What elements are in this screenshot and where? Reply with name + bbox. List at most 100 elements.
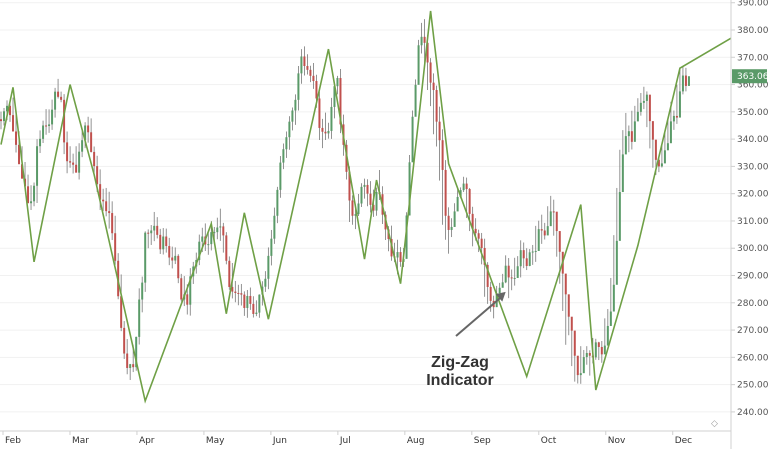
candle-body-146 <box>438 121 441 141</box>
last-price-tag-background <box>732 69 767 84</box>
candle-body-186 <box>558 231 561 252</box>
candle-body-162 <box>486 264 489 287</box>
candle-body-69 <box>207 244 210 246</box>
candle-body-194 <box>582 357 585 374</box>
y-tick-label-250: 250.00 <box>737 381 768 391</box>
x-axis: Feb Mar Apr May Jun Jul Aug Sep Oct Nov Dec <box>0 430 731 446</box>
candle-body-188 <box>564 273 567 295</box>
y-tick-label-330: 330.00 <box>737 162 768 172</box>
candle-body-191 <box>573 330 576 356</box>
candle-body-151 <box>453 211 456 227</box>
candle-body-169 <box>507 265 510 278</box>
candle-body-132 <box>396 252 399 258</box>
candle-body-60 <box>180 278 183 300</box>
candle-body-167 <box>501 282 504 288</box>
candle-body-144 <box>432 82 435 91</box>
candle-body-141 <box>423 36 426 43</box>
y-tick-label-390: 390.00 <box>737 0 768 9</box>
candle-body-149 <box>447 215 450 230</box>
candle-body-148 <box>444 169 447 216</box>
candle-body-145 <box>435 90 438 122</box>
candle-body-177 <box>531 251 534 253</box>
candle-body-108 <box>324 131 327 134</box>
candle-body-50 <box>150 230 153 234</box>
candle-body-143 <box>429 62 432 83</box>
candle-body-74 <box>222 226 225 236</box>
candle-body-133 <box>399 252 402 262</box>
candle-body-198 <box>594 342 597 358</box>
candle-body-192 <box>576 355 579 376</box>
candle-body-138 <box>414 84 417 117</box>
candle-body-84 <box>252 303 255 314</box>
candle-body-103 <box>309 69 312 76</box>
y-tick-label-370: 370.00 <box>737 53 768 63</box>
candle-body-34 <box>102 199 105 202</box>
x-tick-label-sep: Sep <box>474 436 491 446</box>
candle-body-217 <box>651 121 654 140</box>
candle-body-15 <box>45 125 48 127</box>
candle-body-63 <box>189 276 192 305</box>
candle-body-207 <box>621 154 624 193</box>
candle-body-195 <box>585 352 588 358</box>
candle-body-120 <box>360 186 363 204</box>
candle-body-1 <box>3 111 6 122</box>
x-tick-label-oct: Oct <box>541 436 557 446</box>
candle-body-2 <box>6 105 9 112</box>
candle-body-46 <box>138 299 141 337</box>
candle-body-142 <box>426 42 429 63</box>
candle-body-89 <box>267 255 270 279</box>
candle-body-122 <box>366 184 369 194</box>
candle-body-5 <box>15 131 18 145</box>
candle-body-14 <box>42 125 45 139</box>
candle-body-91 <box>273 215 276 239</box>
candle-body-208 <box>624 136 627 155</box>
candle-body-180 <box>540 229 543 231</box>
candle-body-38 <box>114 233 117 261</box>
candle-body-52 <box>156 225 159 235</box>
candle-body-123 <box>369 193 372 205</box>
y-tick-label-320: 320.00 <box>737 190 768 200</box>
candle-body-204 <box>612 284 615 312</box>
x-tick-label-apr: Apr <box>139 436 155 446</box>
candle-body-112 <box>336 78 339 87</box>
candle-body-27 <box>81 140 84 152</box>
candle-body-221 <box>663 150 666 164</box>
candle-body-218 <box>654 139 657 160</box>
candle-body-100 <box>300 56 303 74</box>
candle-body-13 <box>39 138 42 147</box>
candle-body-202 <box>606 325 609 346</box>
candle-body-33 <box>99 184 102 200</box>
candle-body-178 <box>534 250 537 252</box>
x-tick-label-nov: Nov <box>608 436 626 446</box>
annotation-arrowhead <box>495 291 506 302</box>
candle-body-175 <box>525 258 528 266</box>
candle-body-90 <box>270 238 273 256</box>
y-tick-label-280: 280.00 <box>737 299 768 309</box>
candle-body-56 <box>168 246 171 258</box>
candle-body-156 <box>468 189 471 214</box>
candle-body-36 <box>108 211 111 214</box>
x-tick-label-aug: Aug <box>407 436 425 446</box>
candle-body-43 <box>129 364 132 368</box>
y-tick-label-240: 240.00 <box>737 408 768 418</box>
candle-body-229 <box>687 76 690 86</box>
candle-body-19 <box>57 91 60 97</box>
candle-body-48 <box>144 232 147 283</box>
x-tick-label-jul: Jul <box>339 436 351 446</box>
candle-body-163 <box>489 286 492 301</box>
settings-diamond-icon[interactable]: ◇ <box>711 419 718 429</box>
candle-body-29 <box>87 125 90 133</box>
candle-body-200 <box>600 346 603 355</box>
y-tick-label-260: 260.00 <box>737 353 768 363</box>
candle-body-212 <box>636 111 639 122</box>
candle-body-71 <box>213 232 216 234</box>
candle-body-93 <box>279 162 282 190</box>
candle-body-109 <box>327 130 330 134</box>
candle-body-171 <box>513 277 516 279</box>
candle-body-119 <box>357 203 360 215</box>
candle-body-51 <box>153 225 156 231</box>
candle-body-172 <box>516 266 519 278</box>
candle-body-203 <box>609 311 612 326</box>
last-price-tag: 363.06 <box>732 69 768 84</box>
candle-body-75 <box>225 235 228 261</box>
